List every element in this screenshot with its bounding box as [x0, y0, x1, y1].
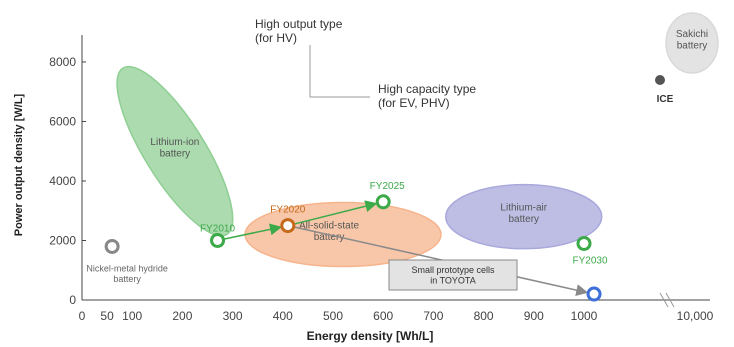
region-ellipse	[116, 65, 234, 237]
region-sakichi-battery: Sakichi battery	[665, 12, 719, 74]
region-label: Lithium-ion battery	[150, 137, 199, 160]
point-marker	[576, 235, 592, 251]
x-tick-label: 1000	[571, 309, 598, 323]
annotation-leader-line	[309, 45, 370, 98]
point-fy2010: FY2010	[200, 223, 235, 248]
region-label: Lithium-air battery	[500, 203, 547, 226]
x-tick-labels: 0 50 100 200 300 400 500 600 700 800 900 1000 10,000	[79, 309, 714, 323]
point-label: FY2030	[572, 255, 607, 266]
point-marker	[655, 75, 665, 85]
arrow-fy2020-to-fy2025	[294, 200, 378, 225]
region-ellipse	[665, 12, 719, 74]
point-label: FY2010	[200, 223, 235, 234]
region-all-solid-state-battery: All-solid-state battery	[244, 201, 442, 268]
x-tick-label: 400	[273, 309, 293, 323]
annotation-high-capacity: High capacity type (for EV, PHV)	[378, 82, 476, 110]
arrow-fy2010-to-fy2020	[224, 223, 282, 240]
y-tick-label: 6000	[49, 114, 76, 128]
chart-annotations: High output type (for HV) High capacity ty…	[255, 17, 518, 291]
data-points: Nickel-metal hydride battery FY2010 FY2020 F…	[86, 75, 674, 302]
point-marker	[375, 194, 391, 210]
point-marker	[280, 218, 296, 234]
y-tick-label: 4000	[49, 174, 76, 188]
point-fy2030: FY2030	[572, 235, 608, 266]
x-tick-label: 600	[373, 309, 393, 323]
point-marker	[104, 238, 120, 254]
x-tick-label: 300	[223, 309, 243, 323]
axis-break-mark-2	[665, 292, 675, 308]
point-fy2020: FY2020	[270, 205, 306, 234]
y-axis-label: Power output density [W/L]	[13, 93, 25, 236]
x-tick-label: 100	[122, 309, 142, 323]
annotation-box	[388, 259, 518, 291]
annotation-prototype-box: Small prototype cells in TOYOTA	[388, 259, 518, 291]
x-tick-label: 700	[423, 309, 443, 323]
region-label: All-solid-state battery	[299, 221, 359, 244]
battery-regions: Lithium-ion battery All-solid-state battery…	[116, 12, 719, 268]
x-tick-label: 500	[323, 309, 343, 323]
annotation-high-output: High output type (for HV)	[255, 17, 343, 45]
region-lithium-air-battery: Lithium-air battery	[445, 183, 603, 250]
axis-break-mark	[659, 292, 669, 308]
point-label: FY2025	[370, 181, 405, 192]
x-tick-label: 50	[100, 309, 114, 323]
y-tick-labels: 0 2000 4000 6000 8000	[49, 55, 86, 307]
region-lithium-ion-battery: Lithium-ion battery	[116, 65, 234, 237]
x-axis-label: Energy density [Wh/L]	[307, 329, 434, 343]
point-fy2025: FY2025	[370, 181, 405, 210]
region-label: Sakichi battery	[676, 29, 708, 52]
y-tick-label: 8000	[49, 55, 76, 69]
x-tick-label: 0	[79, 309, 86, 323]
region-ellipse	[445, 183, 603, 250]
annotation-prototype-label: Small prototype cells in TOYOTA	[411, 265, 495, 285]
x-tick-label: 800	[474, 309, 494, 323]
point-label: FY2020	[270, 205, 305, 216]
x-tick-label: 10,000	[677, 309, 714, 323]
y-tick-label: 2000	[49, 233, 76, 247]
x-tick-label: 200	[172, 309, 192, 323]
point-marker	[210, 232, 226, 248]
point-nickel-metal-hydride-battery: Nickel-metal hydride battery	[86, 238, 168, 284]
point-label: Nickel-metal hydride battery	[86, 263, 168, 283]
point-label: ICE	[657, 94, 674, 105]
point-small-prototype-cells-by-toyota	[586, 286, 602, 302]
y-tick-label: 0	[69, 293, 76, 307]
point-ice: ICE	[655, 75, 674, 105]
x-tick-label: 900	[524, 309, 544, 323]
point-marker	[586, 286, 602, 302]
